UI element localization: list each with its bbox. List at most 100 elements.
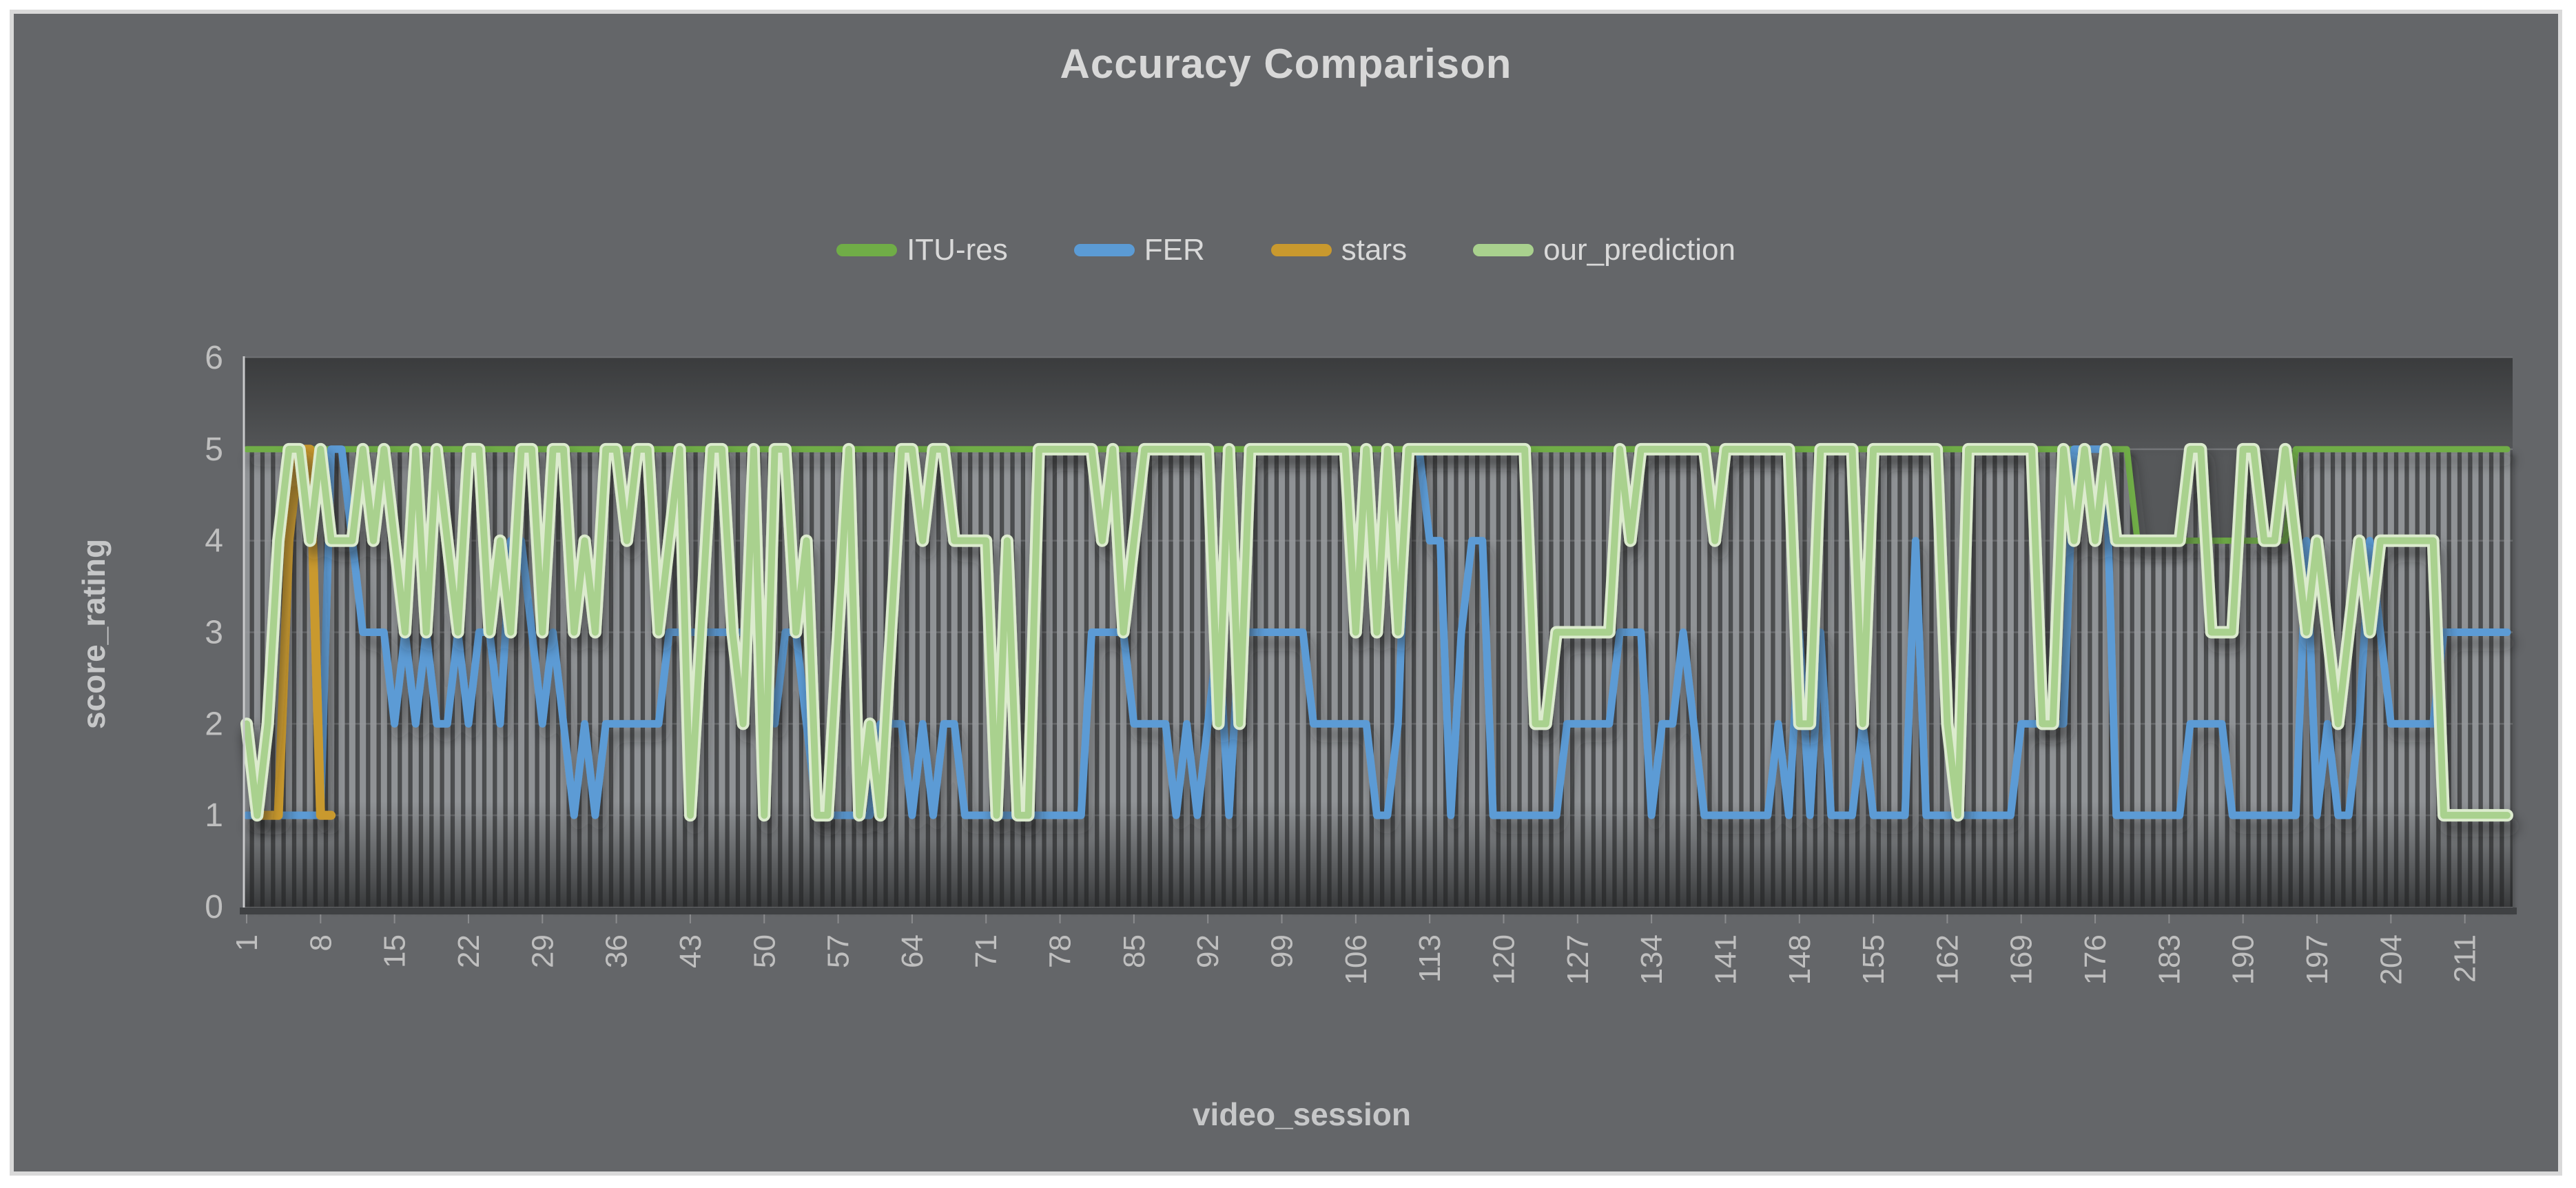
x-axis-title[interactable]: video_session: [1192, 1096, 1412, 1132]
dropline: [1648, 449, 1655, 907]
dropline: [518, 449, 525, 907]
dropline: [2398, 449, 2405, 907]
x-axis-tick-labels[interactable]: 1 8 15 22 29 36 43 50 57 64 71 78 85 92 99 106 113 120 127…: [230, 914, 2482, 985]
series-line-ITU-res[interactable]: [243, 446, 2511, 544]
dropline: [285, 449, 292, 907]
dropline: [2092, 449, 2099, 907]
x-tick-label-141: 141: [1709, 934, 1742, 985]
x-tick-label-169: 169: [2005, 934, 2039, 985]
dropline: [877, 449, 884, 907]
dropline: [1997, 449, 2003, 907]
dropline: [2482, 449, 2489, 907]
series-line-FER[interactable]: [243, 445, 2511, 819]
x-tick-label-92: 92: [1191, 934, 1225, 968]
dropline: [2282, 449, 2289, 907]
dropline: [1848, 449, 1855, 907]
chart-legend[interactable]: ITU-res FER stars our_prediction: [14, 233, 2558, 267]
dropline: [1067, 449, 1074, 907]
x-tick-label-8: 8: [304, 934, 338, 951]
x-tick-label-1: 1: [230, 934, 264, 951]
x-tick-label-162: 162: [1930, 934, 1964, 985]
dropline: [1141, 449, 1148, 907]
y-axis-tick-labels[interactable]: 0 1 2 3 4 5 6: [205, 340, 223, 925]
x-tick-label-64: 64: [896, 934, 929, 968]
dropline: [1257, 449, 1264, 907]
dropline: [475, 449, 482, 907]
y-axis-title[interactable]: score_rating: [76, 538, 112, 730]
dropline: [1785, 449, 1792, 907]
dropline: [1500, 449, 1507, 907]
dropline: [750, 449, 757, 907]
y-tick-label-3: 3: [205, 615, 223, 651]
dropline: [243, 449, 250, 907]
dropline: [2250, 449, 2257, 907]
dropline: [423, 449, 430, 907]
dropline: [972, 449, 979, 907]
dropline: [1162, 449, 1169, 907]
legend-item-ITU-res[interactable]: ITU-res: [836, 233, 1008, 267]
dropline: [402, 449, 409, 907]
dropline: [1616, 449, 1623, 907]
legend-item-FER[interactable]: FER: [1073, 233, 1205, 267]
bottom-shadow-band: [244, 801, 2513, 907]
x-tick-label-57: 57: [822, 934, 856, 968]
dropline: [2028, 449, 2035, 907]
dropline: [2113, 449, 2120, 907]
legend-item-stars[interactable]: stars: [1270, 233, 1407, 267]
legend-swatch-icon: [1073, 244, 1135, 256]
dropline: [1384, 449, 1391, 907]
dropline: [455, 449, 462, 907]
dropline: [2165, 540, 2172, 907]
chart-frame[interactable]: Accuracy Comparison ITU-res FER stars our_p…: [10, 10, 2562, 1176]
x-tick-label-106: 106: [1339, 934, 1373, 985]
dropline: [2102, 449, 2109, 907]
dropline: [1468, 449, 1475, 907]
dropline: [2409, 449, 2415, 907]
x-tick-label-120: 120: [1487, 934, 1521, 985]
dropline: [909, 449, 916, 907]
series-stroke-FER: [243, 445, 2511, 819]
dropline: [539, 449, 546, 907]
x-tick-label-99: 99: [1266, 934, 1299, 968]
dropline: [1986, 449, 1993, 907]
dropline: [444, 449, 451, 907]
y-tick-label-2: 2: [205, 706, 223, 742]
chart-title[interactable]: Accuracy Comparison: [1060, 41, 1512, 87]
dropline: [645, 449, 652, 907]
dropline: [349, 449, 356, 907]
dropline: [1912, 449, 1919, 907]
dropline: [666, 449, 672, 907]
series-line-our_prediction[interactable]: [240, 442, 2513, 822]
dropline: [655, 449, 662, 907]
dropline: [1563, 449, 1570, 907]
x-tick-label-127: 127: [1561, 934, 1595, 985]
y-tick-label-0: 0: [205, 889, 223, 925]
dropline: [677, 449, 683, 907]
dropline: [1870, 449, 1877, 907]
x-tick-label-85: 85: [1117, 934, 1151, 968]
dropline: [2197, 449, 2204, 907]
dropline: [1975, 449, 1982, 907]
dropline: [360, 449, 367, 907]
dropline: [845, 449, 852, 907]
x-tick-label-113: 113: [1413, 934, 1447, 983]
dropline: [370, 449, 377, 907]
x-tick-label-15: 15: [378, 934, 412, 968]
dropline: [592, 449, 599, 907]
legend-item-our_prediction[interactable]: our_prediction: [1473, 233, 1735, 267]
dropline: [486, 449, 493, 907]
dropline: [2240, 449, 2247, 907]
dropline: [528, 449, 535, 907]
dropline: [1838, 449, 1845, 907]
dropline: [2493, 449, 2500, 907]
dropline: [1405, 449, 1412, 907]
dropline: [1109, 449, 1116, 907]
dropline: [1352, 449, 1359, 907]
dropline: [624, 449, 630, 907]
dropline: [719, 449, 725, 907]
dropline: [1173, 449, 1179, 907]
series-stroke-ITU-res: [243, 446, 2511, 544]
dropline: [2451, 449, 2457, 907]
dropline: [2271, 540, 2278, 907]
